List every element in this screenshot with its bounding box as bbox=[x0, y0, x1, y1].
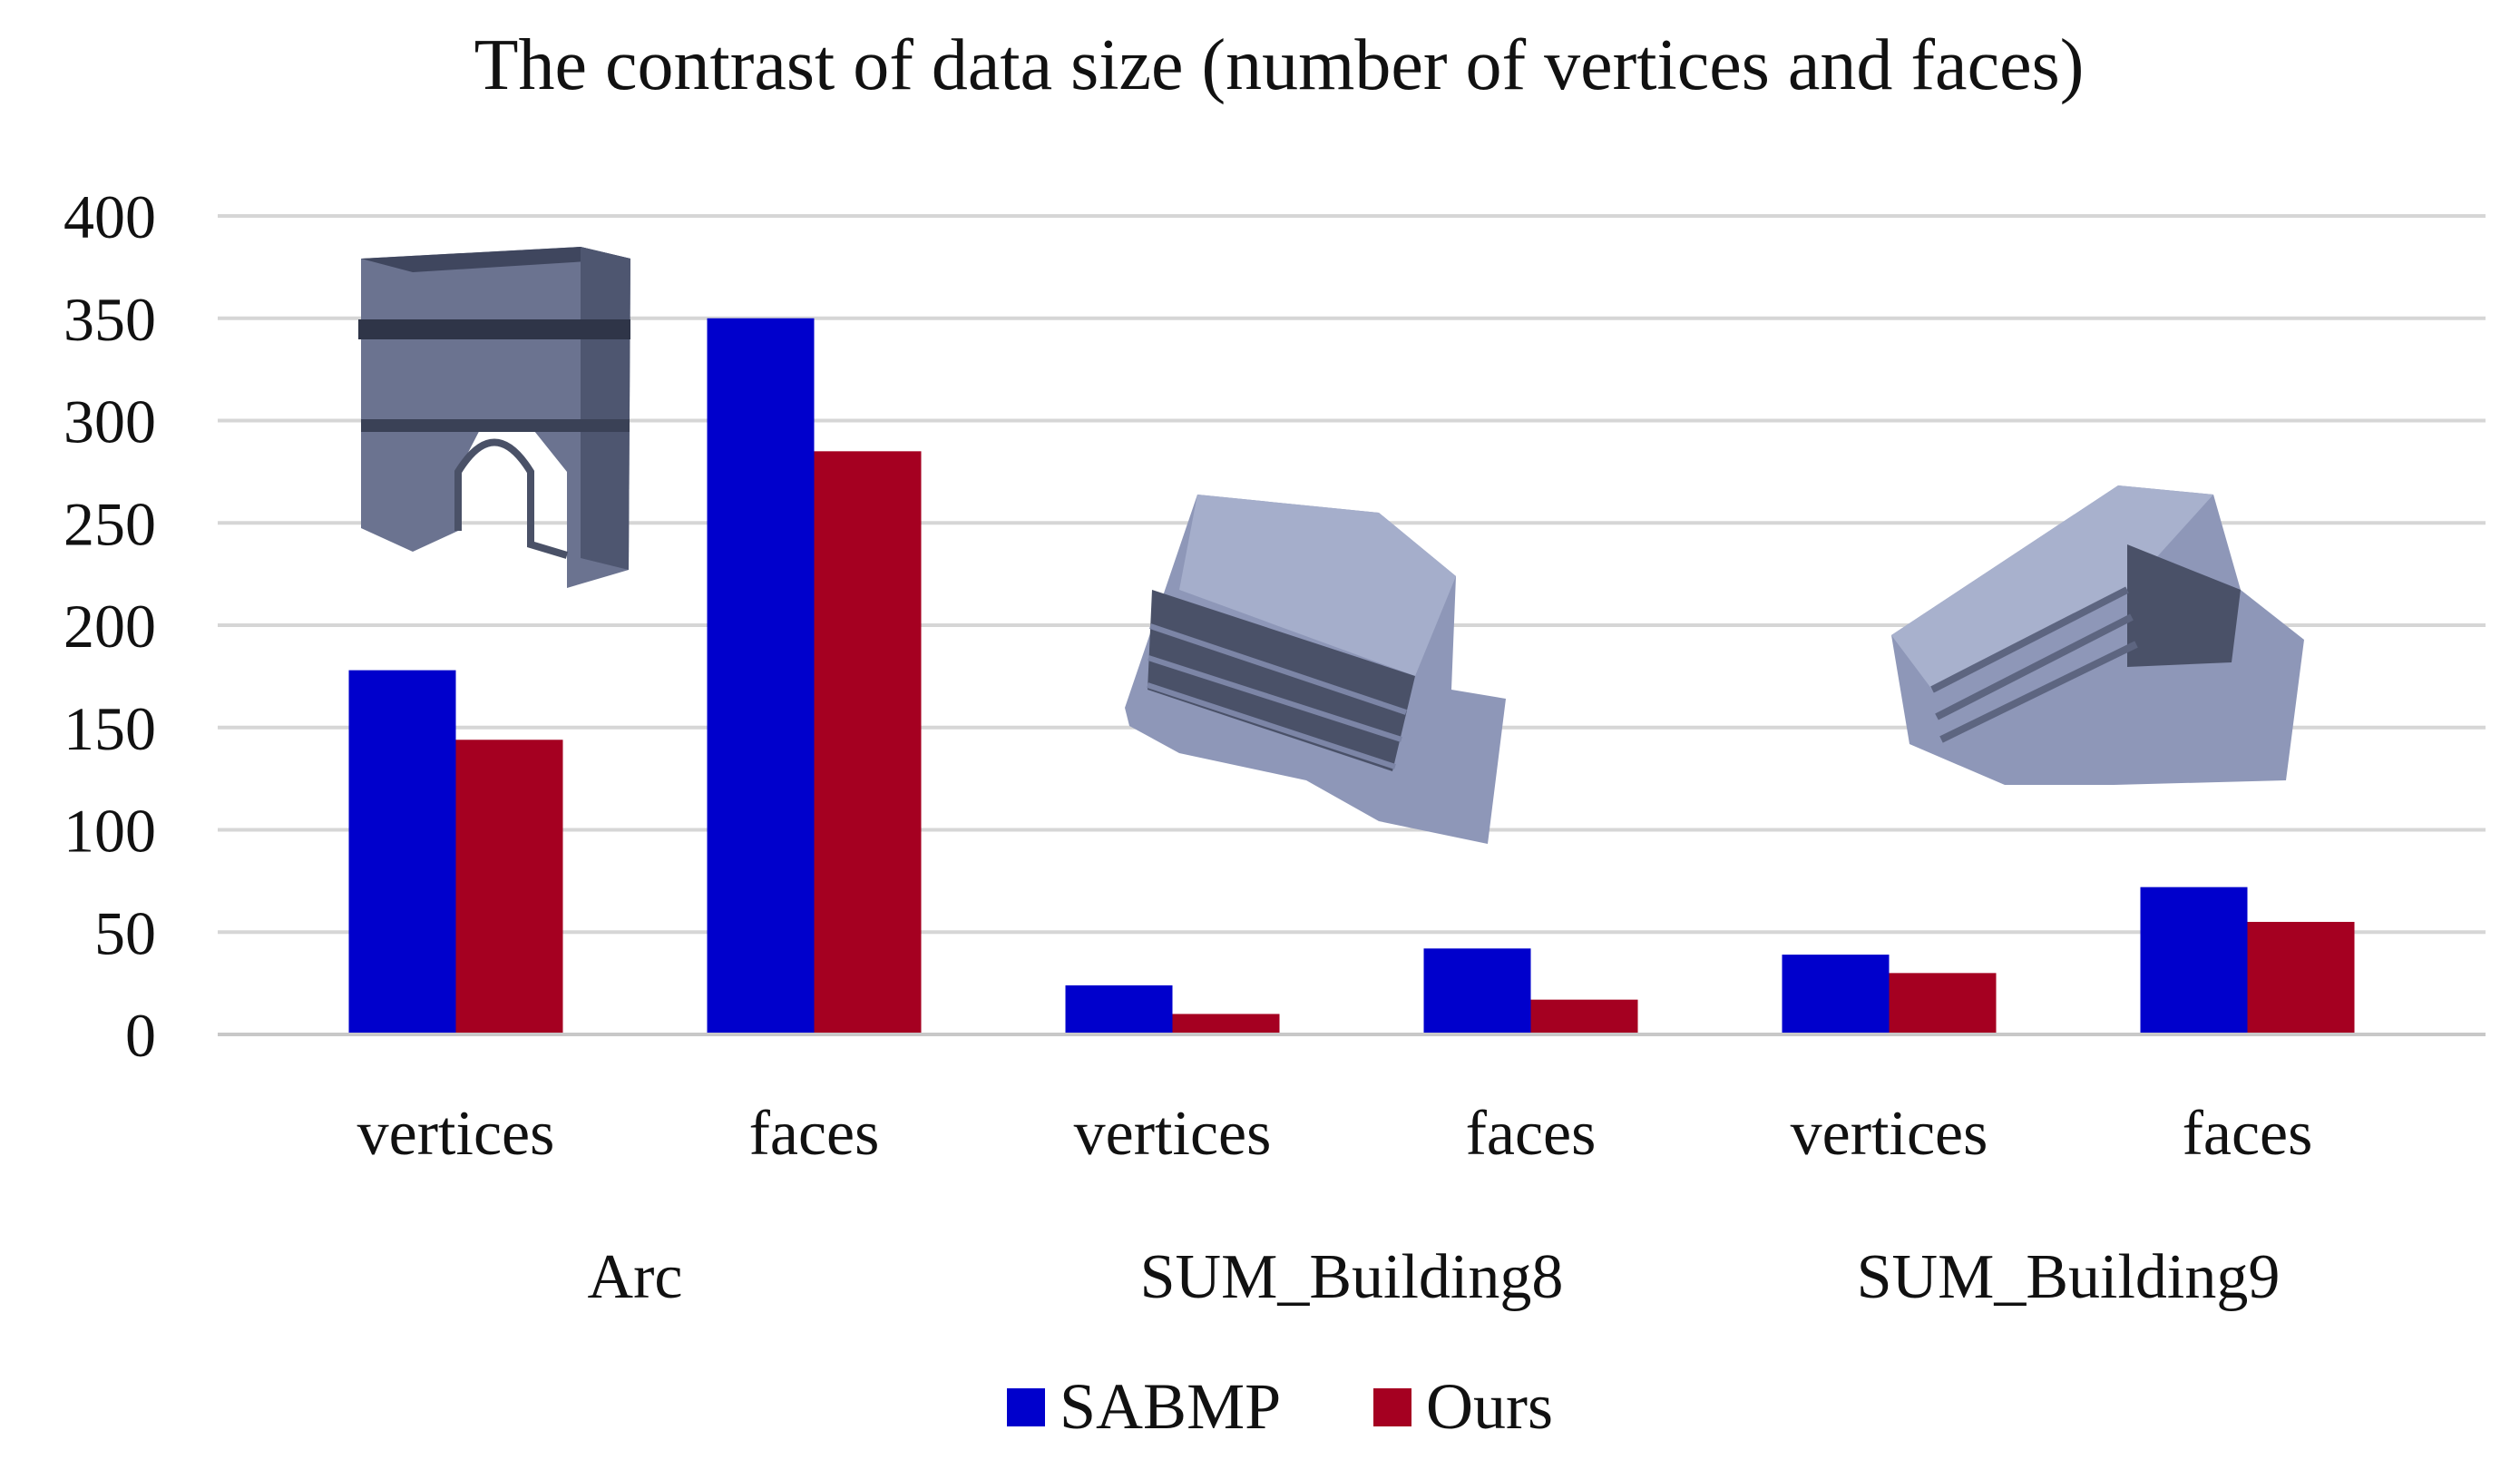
legend-label-sabmp: SABMP bbox=[1060, 1370, 1281, 1443]
building9-model-icon bbox=[1891, 485, 2304, 785]
x-group-label: Arc bbox=[588, 1242, 683, 1312]
building8-model-icon bbox=[1125, 495, 1506, 844]
chart-title: The contrast of data size (number of ver… bbox=[474, 25, 2085, 105]
bar-ours-2 bbox=[1172, 1014, 1280, 1034]
x-category-label: faces bbox=[2183, 1099, 2313, 1169]
arc-model-icon bbox=[358, 247, 630, 588]
x-category-label: faces bbox=[1466, 1099, 1597, 1169]
bar-sabmp-2 bbox=[1065, 985, 1173, 1034]
legend-swatch-sabmp bbox=[1007, 1388, 1045, 1426]
legend: SABMP Ours bbox=[1007, 1370, 1553, 1443]
bar-ours-3 bbox=[1530, 999, 1638, 1034]
x-group-label: SUM_Building8 bbox=[1140, 1242, 1564, 1312]
y-tick-label: 0 bbox=[125, 1001, 156, 1070]
bar-ours-5 bbox=[2247, 921, 2355, 1034]
x-axis-group-labels: Arc SUM_Building8 SUM_Building9 bbox=[588, 1242, 2281, 1312]
bars bbox=[348, 318, 2355, 1034]
bar-sabmp-4 bbox=[1782, 955, 1890, 1034]
bar-ours-1 bbox=[814, 451, 922, 1034]
x-axis-category-labels: vertices faces vertices faces vertices faces bbox=[357, 1099, 2313, 1169]
x-category-label: vertices bbox=[1791, 1099, 1988, 1169]
x-category-label: vertices bbox=[357, 1099, 555, 1169]
y-tick-label: 350 bbox=[63, 285, 156, 354]
bar-ours-0 bbox=[455, 740, 563, 1034]
y-tick-label: 100 bbox=[63, 797, 156, 866]
y-axis-ticks: 0 50 100 150 200 250 300 350 400 bbox=[63, 182, 156, 1070]
y-tick-label: 250 bbox=[63, 489, 156, 558]
legend-swatch-ours bbox=[1373, 1388, 1411, 1426]
bar-sabmp-1 bbox=[707, 318, 815, 1034]
legend-label-ours: Ours bbox=[1426, 1370, 1553, 1443]
bar-sabmp-5 bbox=[2140, 887, 2248, 1034]
y-tick-label: 50 bbox=[94, 898, 156, 967]
bar-ours-4 bbox=[1889, 973, 1997, 1034]
y-tick-label: 200 bbox=[63, 592, 156, 661]
x-group-label: SUM_Building9 bbox=[1857, 1242, 2281, 1312]
bar-sabmp-0 bbox=[348, 670, 456, 1034]
y-tick-label: 400 bbox=[63, 182, 156, 251]
y-tick-label: 150 bbox=[63, 694, 156, 763]
x-category-label: vertices bbox=[1074, 1099, 1272, 1169]
y-tick-label: 300 bbox=[63, 387, 156, 456]
bar-sabmp-3 bbox=[1423, 948, 1531, 1034]
x-category-label: faces bbox=[749, 1099, 880, 1169]
